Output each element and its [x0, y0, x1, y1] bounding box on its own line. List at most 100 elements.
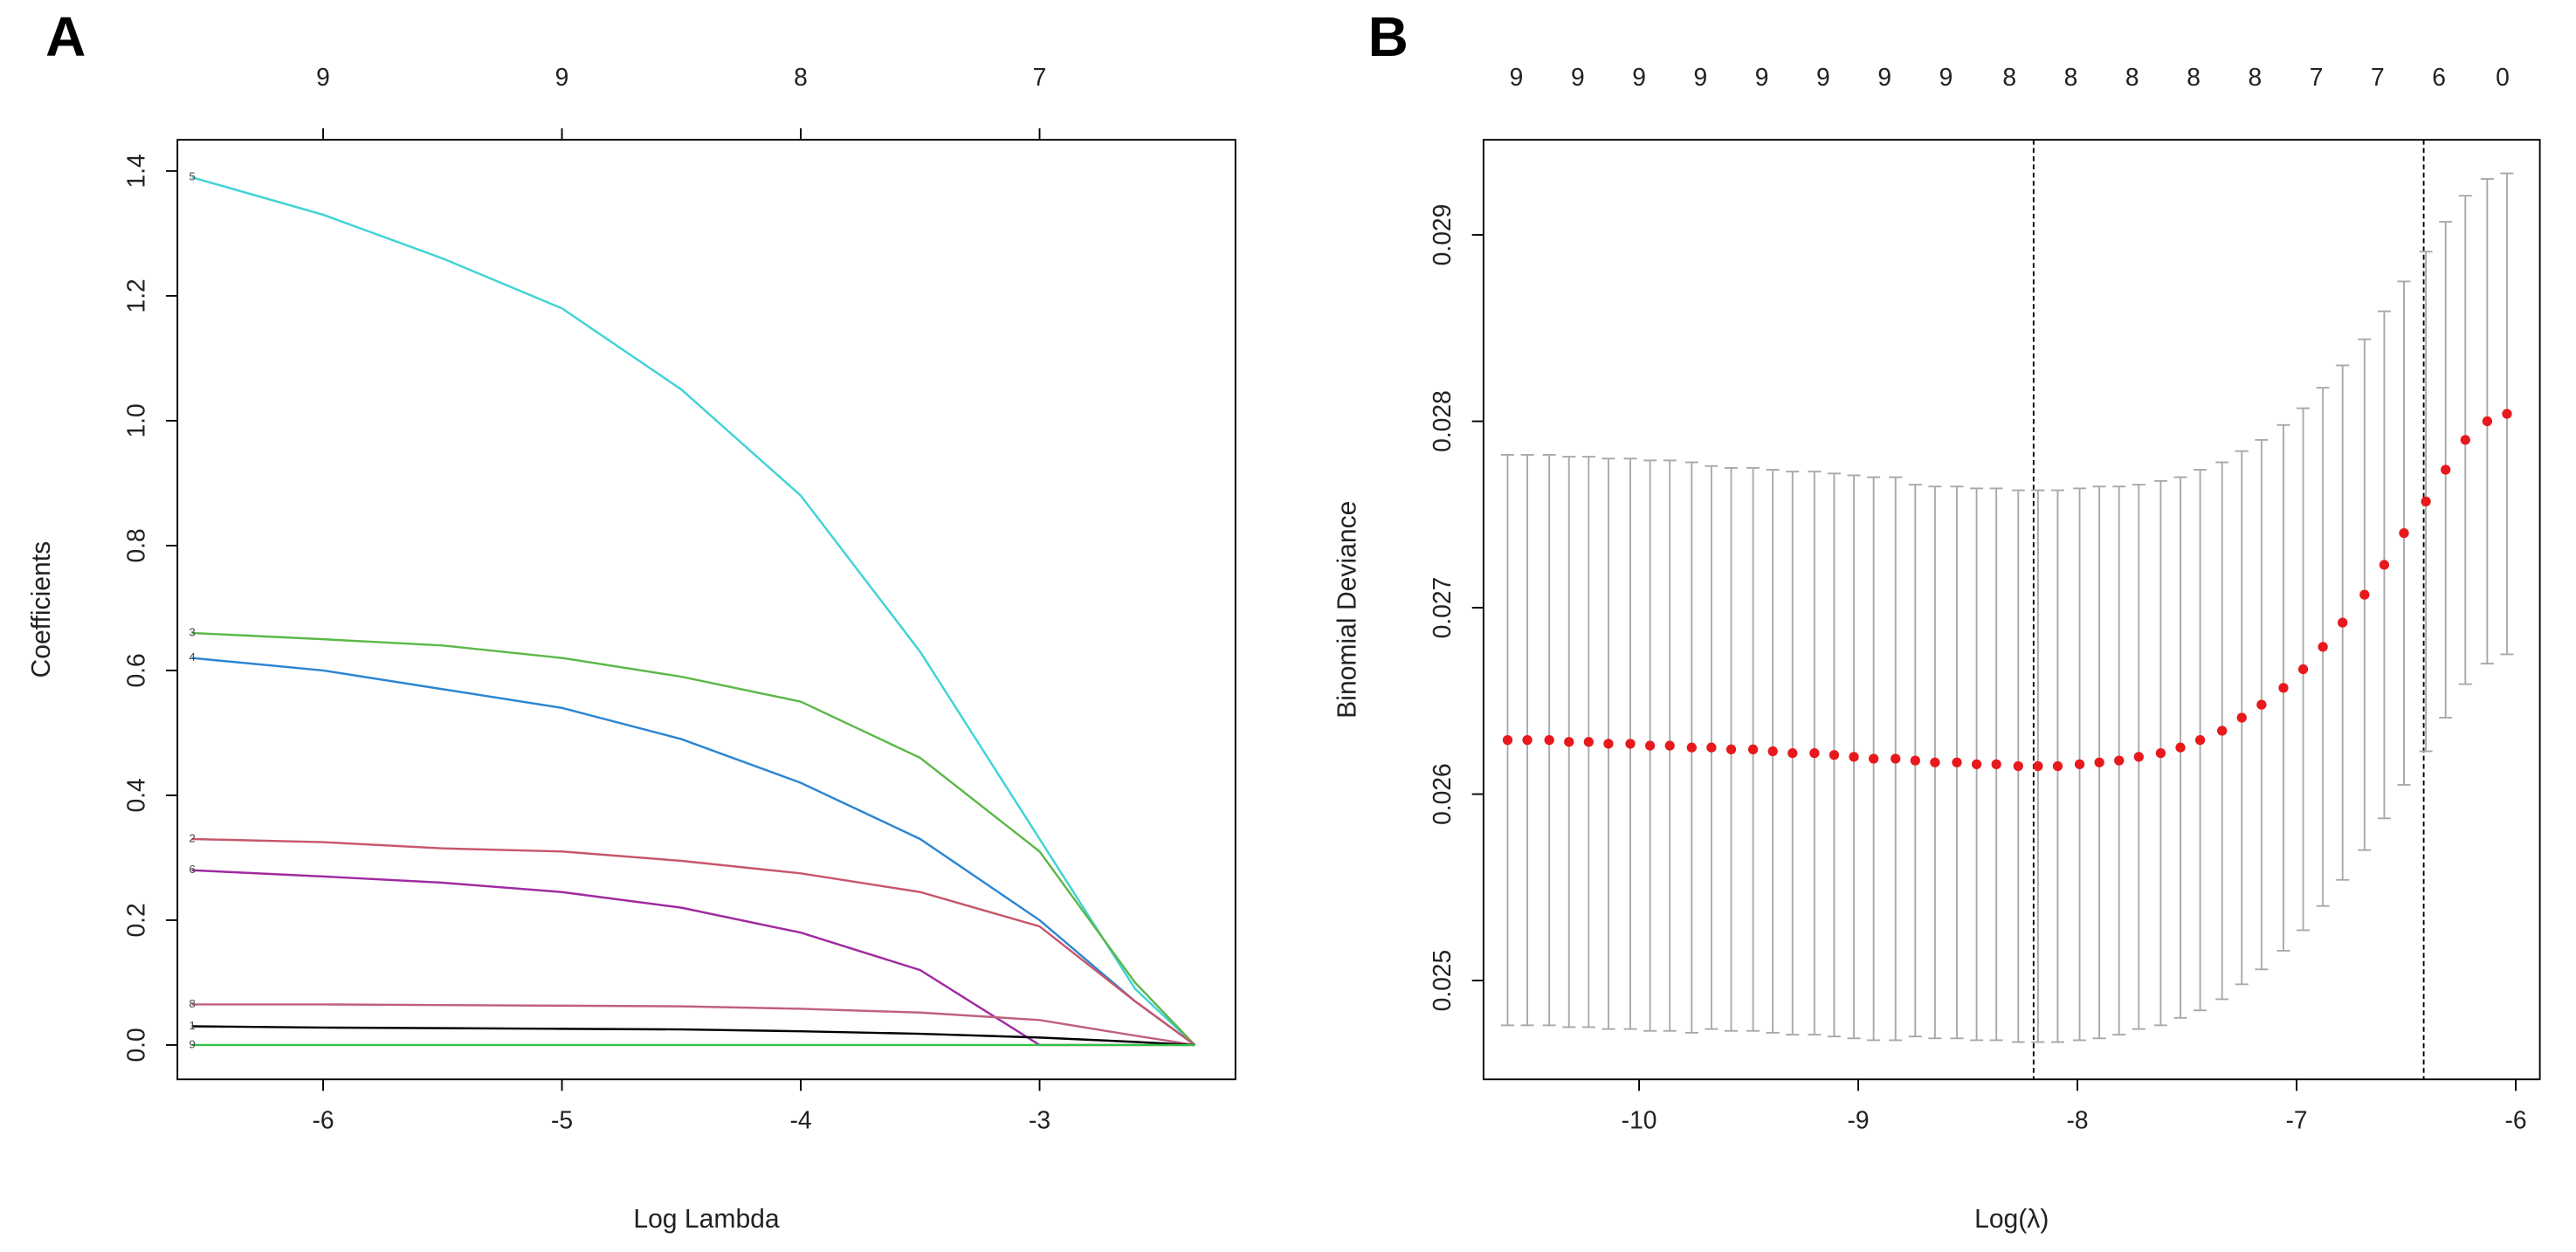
- coef-line: [191, 1003, 1195, 1047]
- deviance-point: [1767, 746, 1778, 757]
- top-tick-label: 0: [2496, 63, 2510, 91]
- x-axis-title: Log(λ): [1974, 1205, 2049, 1234]
- deviance-point: [1544, 735, 1554, 746]
- deviance-point: [2217, 726, 2228, 736]
- top-tick-label: 9: [1632, 63, 1646, 91]
- y-tick-label: 0.026: [1428, 763, 1456, 825]
- deviance-point: [1625, 739, 1636, 749]
- top-tick-label: 9: [1816, 63, 1830, 91]
- y-tick-label: 1.4: [121, 154, 149, 188]
- deviance-point: [1991, 759, 2001, 770]
- y-axis-title: Coefficients: [27, 541, 56, 678]
- deviance-point: [2379, 560, 2390, 570]
- deviance-point: [2482, 416, 2493, 427]
- x-tick-label: -7: [2285, 1106, 2307, 1134]
- x-tick-label: -10: [1622, 1106, 1657, 1134]
- x-tick-label: -9: [1848, 1106, 1870, 1134]
- deviance-point: [2052, 760, 2063, 772]
- x-tick-label: -8: [2066, 1106, 2088, 1134]
- deviance-point: [1522, 735, 1533, 746]
- coef-line: [191, 837, 1196, 1046]
- deviance-point: [1564, 737, 1574, 747]
- deviance-point: [1809, 747, 1820, 759]
- top-tick-label: 9: [316, 63, 330, 91]
- top-tick-label: 9: [1755, 63, 1769, 91]
- coef-line: [191, 1025, 1195, 1047]
- top-tick-label: 9: [1939, 63, 1953, 91]
- deviance-point: [2256, 699, 2267, 710]
- series-label: 6: [189, 863, 195, 876]
- deviance-point: [2297, 664, 2309, 675]
- deviance-point: [2074, 759, 2085, 770]
- top-tick-label: 7: [2310, 63, 2324, 91]
- deviance-point: [1747, 744, 1759, 754]
- y-axis-title: Binomial Deviance: [1333, 501, 1362, 719]
- x-tick-label: -5: [551, 1106, 573, 1134]
- deviance-point: [1686, 742, 1697, 753]
- deviance-point: [2155, 747, 2166, 759]
- deviance-point: [1583, 737, 1594, 747]
- x-tick-label: -6: [2504, 1106, 2526, 1134]
- deviance-point: [2194, 735, 2206, 746]
- deviance-point: [2318, 642, 2328, 652]
- deviance-point: [2421, 496, 2431, 506]
- y-tick-label: 0.027: [1428, 577, 1456, 639]
- coef-line: [191, 631, 1196, 1046]
- deviance-point: [2278, 683, 2289, 693]
- deviance-point: [2399, 527, 2409, 539]
- deviance-point: [1664, 740, 1675, 751]
- top-tick-label: 9: [555, 63, 569, 91]
- top-tick-label: 8: [2125, 63, 2139, 91]
- deviance-point: [1644, 740, 1656, 751]
- top-tick-label: 8: [2064, 63, 2078, 91]
- deviance-point: [1849, 752, 1859, 762]
- y-tick-label: 0.028: [1428, 390, 1456, 452]
- y-tick-label: 1.0: [121, 403, 149, 437]
- series-label: 4: [189, 650, 195, 664]
- x-tick-label: -4: [789, 1106, 811, 1134]
- top-tick-label: 8: [2248, 63, 2262, 91]
- y-tick-label: 0.6: [121, 653, 149, 687]
- coef-line: [191, 175, 1196, 1046]
- deviance-point: [2502, 409, 2512, 419]
- x-tick-label: -6: [312, 1106, 334, 1134]
- top-tick-label: 8: [794, 63, 808, 91]
- deviance-point: [1930, 757, 1940, 767]
- panel-label: A: [45, 5, 86, 68]
- top-tick-label: 9: [1877, 63, 1891, 91]
- deviance-point: [1787, 747, 1798, 759]
- deviance-point: [2114, 755, 2125, 766]
- deviance-point: [1502, 735, 1513, 746]
- deviance-point: [1971, 759, 1982, 770]
- deviance-point: [2460, 435, 2470, 445]
- series-label: 9: [189, 1037, 195, 1050]
- y-tick-label: 0.8: [121, 528, 149, 562]
- x-axis-title: Log Lambda: [633, 1205, 780, 1234]
- top-tick-label: 9: [1571, 63, 1585, 91]
- y-tick-label: 1.2: [121, 279, 149, 313]
- deviance-point: [2359, 589, 2370, 600]
- deviance-point: [1725, 744, 1737, 754]
- series-label: 3: [189, 625, 195, 638]
- series-label: 8: [189, 997, 195, 1010]
- top-tick-label: 9: [1694, 63, 1708, 91]
- y-tick-label: 0.029: [1428, 204, 1456, 266]
- y-tick-label: 0.2: [121, 903, 149, 937]
- top-tick-label: 8: [2187, 63, 2201, 91]
- y-tick-label: 0.0: [121, 1028, 149, 1062]
- deviance-point: [1603, 739, 1614, 749]
- deviance-point: [2094, 757, 2104, 767]
- deviance-point: [1868, 753, 1879, 764]
- deviance-point: [2013, 760, 2023, 772]
- top-tick-label: 7: [2371, 63, 2385, 91]
- deviance-point: [2033, 760, 2043, 772]
- deviance-point: [1891, 753, 1901, 764]
- deviance-point: [2441, 464, 2451, 475]
- coef-line: [191, 657, 1196, 1046]
- top-tick-label: 6: [2432, 63, 2446, 91]
- series-label: 5: [189, 169, 195, 182]
- deviance-point: [1829, 750, 1840, 760]
- deviance-point: [1706, 742, 1717, 753]
